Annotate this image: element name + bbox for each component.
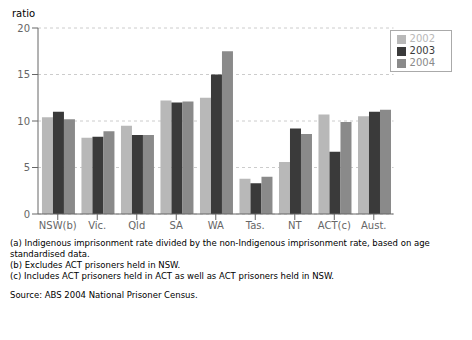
svg-text:0: 0 <box>24 209 30 220</box>
html-text:2003: 2003 <box>409 45 435 56</box>
svg-text:5: 5 <box>24 162 30 173</box>
html-text:(b) Excludes ACT prisoners hel: (b) Excludes ACT prisoners held in NSW. <box>10 260 181 270</box>
svg-text:ACT(c): ACT(c) <box>318 220 351 231</box>
svg-text:20: 20 <box>17 23 30 34</box>
html-text:2002: 2002 <box>409 33 435 44</box>
svg-text:NSW(b): NSW(b) <box>39 220 77 231</box>
svg-text:15: 15 <box>17 69 30 80</box>
svg-text:Qld: Qld <box>128 220 145 231</box>
svg-text:NT: NT <box>288 220 302 231</box>
html-text:(a) Indigenous imprisonment ra: (a) Indigenous imprisonment rate divided… <box>10 238 430 259</box>
svg-text:Tas.: Tas. <box>245 220 265 231</box>
html-text:2004: 2004 <box>409 57 435 68</box>
svg-text:Aust.: Aust. <box>361 220 387 231</box>
svg-text:SA: SA <box>170 220 184 231</box>
svg-text:Vic.: Vic. <box>88 220 106 231</box>
svg-text:WA: WA <box>208 220 224 231</box>
svg-text:10: 10 <box>17 116 30 127</box>
html-text:Source: ABS 2004 National Pris: Source: ABS 2004 National Prisoner Censu… <box>10 290 198 300</box>
html-text:ratio: ratio <box>12 8 36 19</box>
html-text:(c) Includes ACT prisoners hel: (c) Includes ACT prisoners held in ACT a… <box>10 271 334 281</box>
